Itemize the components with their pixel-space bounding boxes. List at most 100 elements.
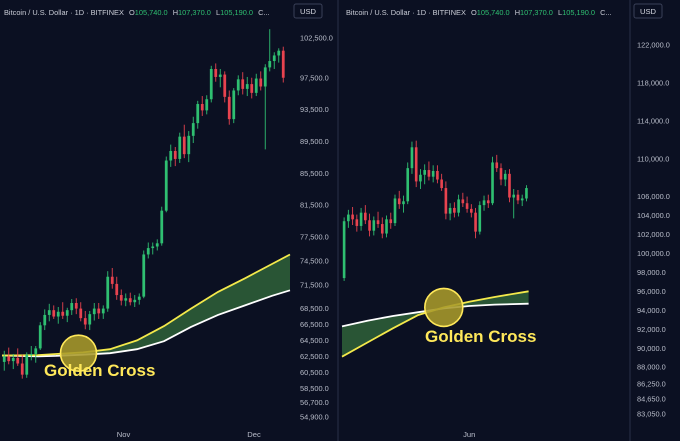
candle-body xyxy=(205,99,209,111)
left-chart: Golden Cross Bitcoin / U.S. Dollar · 1D … xyxy=(1,0,339,441)
candle xyxy=(512,188,516,219)
right-candles xyxy=(342,140,528,281)
candle-body xyxy=(34,348,38,354)
candle xyxy=(380,217,384,239)
candle-body xyxy=(133,299,137,303)
candle-body xyxy=(83,318,87,325)
right-x-axis: Jun xyxy=(463,430,475,439)
right-high-prefix: H xyxy=(515,8,520,17)
candle-body xyxy=(61,311,65,316)
x-tick-label: Nov xyxy=(117,430,131,439)
candle xyxy=(52,305,56,319)
left-currency-button[interactable]: USD xyxy=(293,3,323,19)
y-tick-label: 106,000.0 xyxy=(637,192,670,201)
candle xyxy=(16,348,20,366)
candle-body xyxy=(359,212,363,226)
candle xyxy=(470,204,473,218)
candle xyxy=(436,165,439,184)
candle xyxy=(359,207,363,231)
left-x-axis: Nov Dec xyxy=(117,430,261,439)
candle xyxy=(47,303,51,322)
candle-body xyxy=(173,150,177,159)
candle xyxy=(474,207,477,239)
candle xyxy=(236,75,240,96)
candle-body xyxy=(209,68,213,100)
candle xyxy=(146,242,150,259)
candle-body xyxy=(259,78,263,87)
candle xyxy=(83,310,87,330)
candle-body xyxy=(182,136,186,155)
candle xyxy=(495,154,499,172)
candle xyxy=(245,76,249,97)
candle xyxy=(164,156,168,213)
left-low-value: 105,190.0 xyxy=(220,8,253,17)
candle xyxy=(38,322,42,350)
candle-body xyxy=(364,212,367,221)
candle-body xyxy=(88,314,92,325)
candle-body xyxy=(393,198,397,224)
candle xyxy=(385,215,388,238)
candle-body xyxy=(74,303,78,309)
candle-body xyxy=(11,357,15,362)
candle xyxy=(427,161,431,181)
candle xyxy=(444,181,448,220)
left-golden-cross-label: Golden Cross xyxy=(44,361,155,380)
candle-body xyxy=(146,248,150,255)
candle xyxy=(431,165,435,183)
candle-body xyxy=(191,123,195,136)
left-high-prefix: H xyxy=(173,8,178,17)
y-tick-label: 100,000.0 xyxy=(637,249,670,258)
left-cloud-layer xyxy=(1,253,291,358)
right-close-prefix: C... xyxy=(600,8,612,17)
candle xyxy=(115,276,119,300)
candle-body xyxy=(7,356,11,362)
candle xyxy=(406,162,410,205)
candle xyxy=(393,194,397,226)
candle-body xyxy=(119,295,123,301)
y-tick-label: 92,000.0 xyxy=(637,325,666,334)
candle xyxy=(419,169,422,189)
candle xyxy=(25,352,29,378)
candle-body xyxy=(406,168,410,202)
left-chart-title: Bitcoin / U.S. Dollar · 1D · BITFINEX O1… xyxy=(4,8,270,17)
y-tick-label: 60,500.0 xyxy=(300,368,329,377)
y-tick-label: 90,000.0 xyxy=(637,344,666,353)
left-open-prefix: O xyxy=(129,8,135,17)
candle xyxy=(457,194,460,217)
candle xyxy=(11,353,15,370)
candle-body xyxy=(376,220,380,225)
candle xyxy=(182,124,186,159)
candle xyxy=(503,170,507,187)
candle-body xyxy=(178,136,182,159)
left-open-value: 105,740.0 xyxy=(135,8,168,17)
right-ma-cloud xyxy=(342,291,529,357)
candle xyxy=(142,250,146,299)
right-chart: Golden Cross Bitcoin / U.S. Dollar · 1D … xyxy=(341,0,670,441)
candle-body xyxy=(347,214,350,222)
candle-body xyxy=(444,188,448,214)
candle xyxy=(268,29,272,72)
candle-body xyxy=(486,200,490,204)
right-high-value: 107,370.0 xyxy=(520,8,553,17)
y-tick-label: 54,900.0 xyxy=(300,412,329,421)
candle-body xyxy=(414,147,418,182)
candle-body xyxy=(457,199,460,213)
right-low-value: 105,190.0 xyxy=(562,8,595,17)
candle-body xyxy=(232,90,236,120)
candle xyxy=(372,216,376,236)
candle xyxy=(79,302,83,322)
left-low-prefix: L xyxy=(216,8,220,17)
candle xyxy=(376,211,380,228)
candle xyxy=(160,206,164,246)
y-tick-label: 68,500.0 xyxy=(300,304,329,313)
right-currency-button[interactable]: USD xyxy=(633,3,663,19)
candle-body xyxy=(436,170,439,180)
candle xyxy=(364,205,367,225)
candle-body xyxy=(65,310,69,316)
candle-body xyxy=(410,147,414,169)
candle-body xyxy=(448,207,452,214)
y-tick-label: 64,500.0 xyxy=(300,336,329,345)
candle-body xyxy=(92,308,96,315)
y-tick-label: 85,500.0 xyxy=(300,169,329,178)
candle-body xyxy=(431,170,435,177)
